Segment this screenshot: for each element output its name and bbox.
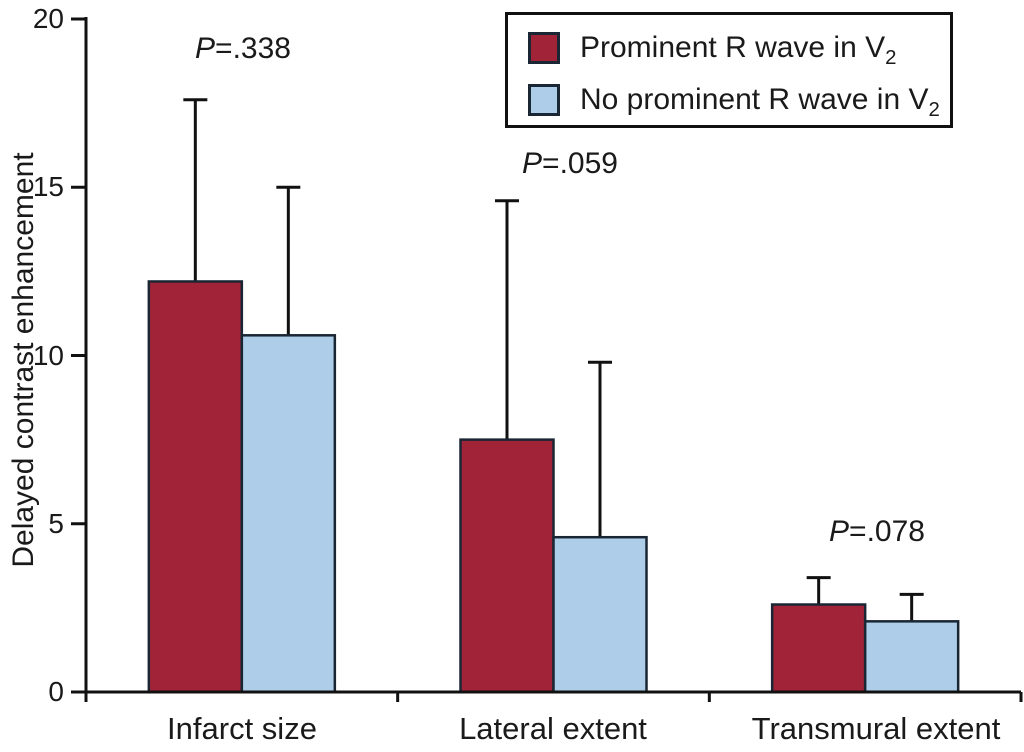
p-value-letter: P: [522, 147, 543, 180]
legend-item-prominent: Prominent R wave in V2: [528, 28, 896, 68]
x-category-label-infarct: Infarct size: [167, 711, 317, 746]
bar-no-prominent-2: [863, 620, 960, 694]
p-value-infarct: P=.338: [195, 33, 291, 65]
p-value-number: =.078: [849, 515, 925, 548]
legend-label: No prominent R wave in V2: [580, 83, 940, 121]
y-tick-label-10: 10: [32, 340, 64, 371]
bar-prominent-1: [459, 438, 555, 694]
bar-prominent-2: [770, 603, 867, 694]
legend-swatch-red: [528, 32, 560, 64]
x-category-label-transmural: Transmural extent: [751, 711, 1001, 746]
bar-no-prominent-0: [240, 334, 337, 694]
y-axis-title: Delayed contrast enhancement: [7, 152, 40, 568]
legend-box: Prominent R wave in V2 No prominent R wa…: [505, 12, 953, 128]
p-value-transmural: P=.078: [829, 516, 925, 548]
p-value-number: =.059: [542, 147, 618, 180]
x-category-label-lateral: Lateral extent: [459, 711, 647, 746]
p-value-letter: P: [195, 32, 216, 65]
legend-item-no-prominent: No prominent R wave in V2: [528, 80, 940, 120]
y-tick-label-20: 20: [32, 3, 64, 34]
p-value-lateral: P=.059: [522, 148, 618, 180]
p-value-number: =.338: [215, 32, 291, 65]
y-tick-label-15: 15: [32, 171, 64, 202]
bar-no-prominent-1: [552, 535, 648, 694]
y-tick-label-5: 5: [48, 508, 64, 539]
y-tick-label-0: 0: [48, 676, 64, 707]
p-value-letter: P: [829, 515, 850, 548]
legend-label: Prominent R wave in V2: [580, 31, 897, 69]
bar-prominent-0: [147, 280, 244, 694]
legend-swatch-blue: [528, 84, 560, 116]
